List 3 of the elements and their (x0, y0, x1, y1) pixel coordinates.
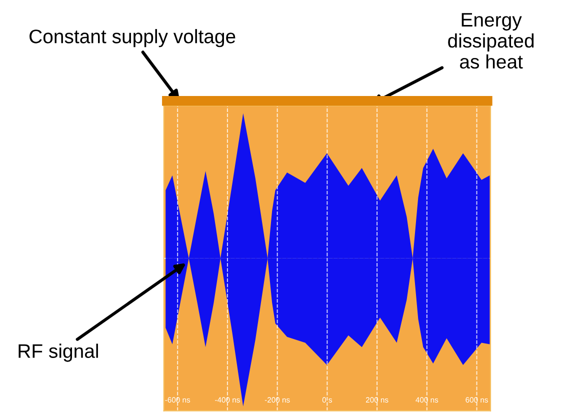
text: Constant supply voltage (30, 29, 236, 48)
text: Energy dissipated as heat (448, 13, 534, 69)
text: RF signal (18, 344, 98, 362)
